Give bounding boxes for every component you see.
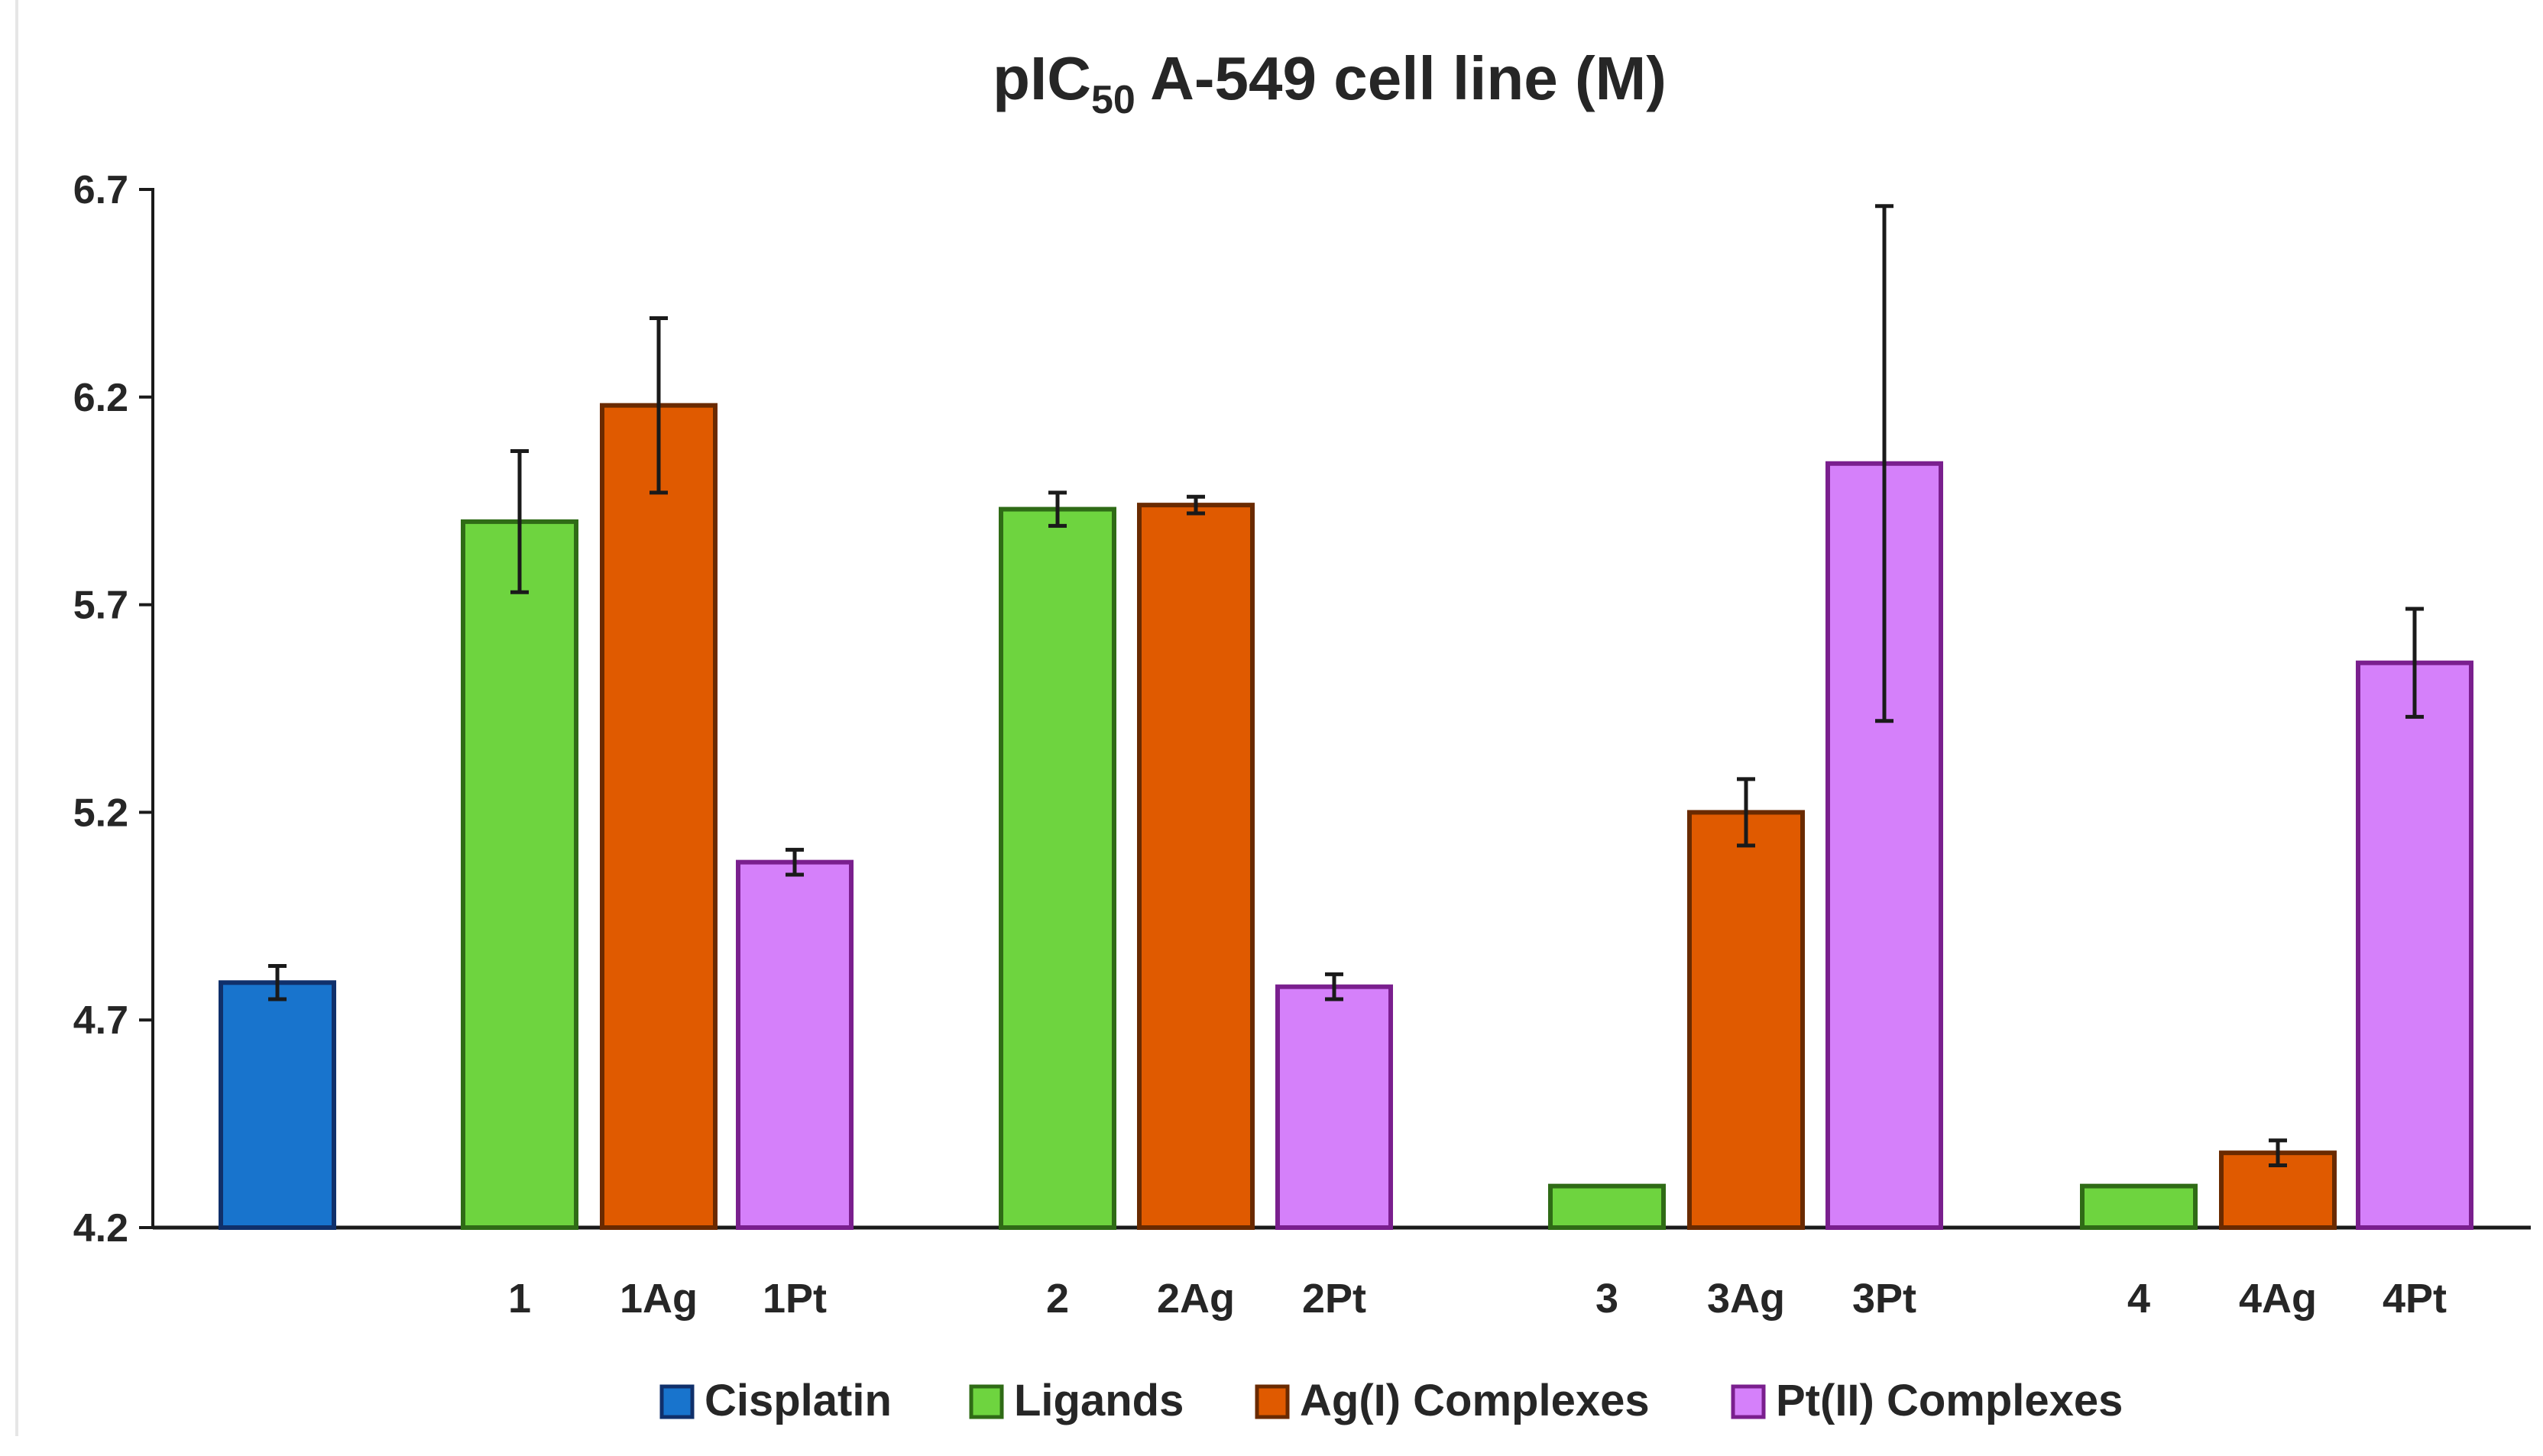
legend-item: Ligands (969, 1376, 1184, 1425)
y-tick-label: 5.2 (73, 791, 128, 835)
legend-swatch (1255, 1384, 1290, 1419)
error-bar-1pt (786, 847, 804, 877)
x-tick-labels: 1 1Ag 1Pt 2 2Ag 2Pt 3 3Ag 3Pt 4 4Ag 4Pt (508, 1276, 2447, 1322)
error-bar-4pt (2405, 607, 2424, 719)
bars (219, 403, 2473, 1231)
legend-label: Pt(II) Complexes (1776, 1376, 2123, 1425)
legend-label: Ligands (1014, 1376, 1184, 1425)
error-bar-1ag (650, 316, 668, 495)
bar-3ag (1687, 810, 1805, 1230)
legend: Cisplatin Ligands Ag(I) Complexes Pt(II) Co… (659, 1376, 2123, 1425)
bar-1pt (736, 859, 854, 1230)
y-tick-label: 6.7 (73, 168, 128, 212)
y-tick-label: 4.2 (73, 1206, 128, 1251)
bar-4pt (2356, 660, 2473, 1230)
error-bar-2pt (1325, 972, 1343, 1001)
bar-1 (461, 519, 578, 1230)
error-bar-cisplatin (268, 964, 287, 1001)
bar-2pt (1275, 984, 1393, 1231)
chart-title-main: pIC (993, 44, 1091, 112)
bar-cisplatin (219, 980, 336, 1230)
error-bar-3ag (1737, 777, 1755, 848)
x-tick-label: 1 (508, 1276, 531, 1322)
x-tick-label: 3Pt (1852, 1276, 1916, 1322)
error-bar-4ag (2269, 1138, 2287, 1167)
bar-4ag (2219, 1150, 2337, 1230)
error-bar-3pt (1875, 204, 1893, 723)
bar-2 (999, 506, 1116, 1230)
x-tick-label: 1Ag (620, 1276, 698, 1322)
x-tick-label: 4Pt (2383, 1276, 2447, 1322)
x-tick-label: 2Ag (1157, 1276, 1235, 1322)
x-tick-label: 3Ag (1707, 1276, 1785, 1322)
left-border-line (15, 0, 18, 1436)
y-tick-label: 6.2 (73, 376, 128, 420)
legend-swatch (659, 1384, 695, 1419)
legend-label: Ag(I) Complexes (1300, 1376, 1650, 1425)
bar-4 (2080, 1183, 2198, 1231)
bar-2ag (1137, 503, 1255, 1230)
x-tick-label: 3 (1595, 1276, 1618, 1322)
bar-1ag (600, 403, 718, 1230)
error-bar-2ag (1187, 494, 1205, 516)
legend-item: Cisplatin (659, 1376, 892, 1425)
y-tick-label: 5.7 (73, 584, 128, 628)
error-bars (268, 204, 2424, 1167)
y-tick-label: 4.7 (73, 998, 128, 1043)
x-tick-label: 2 (1046, 1276, 1069, 1322)
error-bar-1 (510, 448, 529, 594)
error-bar-2 (1048, 490, 1067, 528)
chart-title: pIC50 A-549 cell line (M) (993, 44, 1667, 122)
legend-label: Cisplatin (705, 1376, 892, 1425)
x-tick-label: 4 (2127, 1276, 2150, 1322)
chart-title-subscript: 50 (1091, 78, 1135, 122)
legend-swatch (969, 1384, 1004, 1419)
legend-item: Ag(I) Complexes (1255, 1376, 1650, 1425)
chart-title-rest: A-549 cell line (M) (1135, 44, 1667, 112)
legend-swatch (1731, 1384, 1766, 1419)
x-tick-label: 2Pt (1302, 1276, 1366, 1322)
bar-3 (1548, 1183, 1666, 1231)
x-tick-label: 4Ag (2239, 1276, 2317, 1322)
x-tick-label: 1Pt (763, 1276, 827, 1322)
legend-item: Pt(II) Complexes (1731, 1376, 2123, 1425)
